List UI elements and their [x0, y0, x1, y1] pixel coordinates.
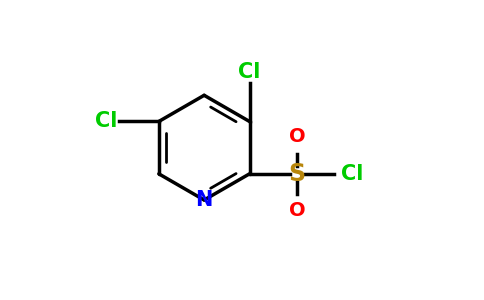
Text: N: N: [196, 190, 213, 210]
Text: O: O: [289, 201, 305, 220]
Text: Cl: Cl: [95, 112, 118, 131]
Text: O: O: [289, 128, 305, 146]
Text: Cl: Cl: [238, 62, 261, 82]
Text: S: S: [288, 162, 306, 186]
Text: Cl: Cl: [342, 164, 364, 184]
